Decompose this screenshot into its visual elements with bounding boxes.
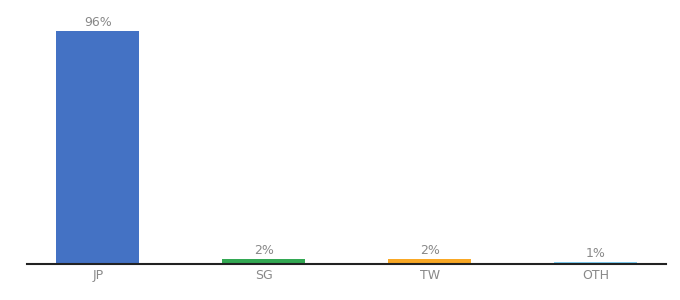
Bar	[222, 259, 305, 264]
Bar	[388, 259, 471, 264]
Text: 2%: 2%	[254, 244, 274, 257]
Bar	[56, 31, 139, 264]
Bar	[554, 262, 637, 264]
Text: 1%: 1%	[586, 247, 606, 260]
Text: 2%: 2%	[420, 244, 440, 257]
Text: 96%: 96%	[84, 16, 112, 29]
